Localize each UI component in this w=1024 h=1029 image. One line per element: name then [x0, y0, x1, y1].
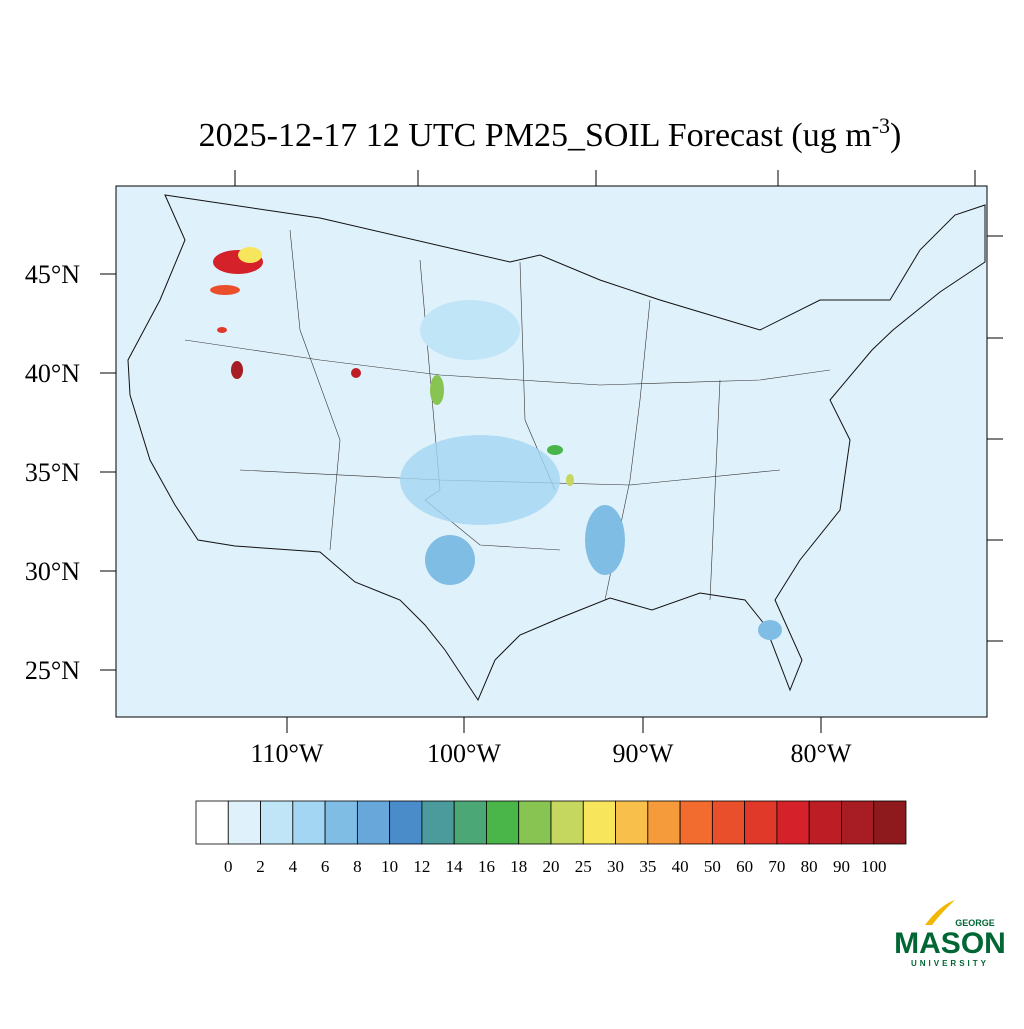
colorbar-box — [647, 800, 681, 845]
colorbar-label: 14 — [446, 857, 464, 876]
colorbar-box — [292, 800, 326, 845]
colorbar-label: 50 — [704, 857, 721, 876]
colorbar-box — [260, 800, 294, 845]
colorbar-box — [776, 800, 810, 845]
lat-label: 25°N — [25, 656, 80, 685]
colorbar-label: 25 — [575, 857, 592, 876]
lon-label: 100°W — [427, 739, 501, 768]
colorbar-label: 20 — [543, 857, 560, 876]
colorbar-box — [227, 800, 261, 845]
logo-main: MASON — [894, 927, 1006, 960]
colorbar-box — [615, 800, 649, 845]
colorbar-label: 40 — [672, 857, 689, 876]
colorbar-box — [324, 800, 358, 845]
lon-label: 110°W — [251, 739, 324, 768]
colorbar-label: 100 — [861, 857, 887, 876]
colorbar-label: 6 — [321, 857, 330, 876]
colorbar-box — [356, 800, 391, 845]
map-ticks — [100, 170, 1003, 733]
lat-label: 35°N — [25, 458, 80, 487]
colorbar-box — [744, 800, 778, 845]
colorbar-box — [421, 800, 455, 845]
logo-bottom: UNIVERSITY — [911, 959, 989, 968]
colorbar-label: 35 — [639, 857, 656, 876]
colorbar-label: 80 — [801, 857, 818, 876]
colorbar-box — [582, 800, 616, 845]
title-superscript: -3 — [872, 113, 890, 138]
lat-label: 40°N — [25, 359, 80, 388]
colorbar-box — [486, 800, 520, 845]
colorbar-label: 0 — [224, 857, 233, 876]
colorbar-label: 2 — [256, 857, 265, 876]
colorbar-box — [389, 800, 423, 845]
colorbar-label: 12 — [413, 857, 430, 876]
colorbar-label: 30 — [607, 857, 624, 876]
concentration-areas — [210, 247, 782, 640]
title-main: 2025-12-17 12 UTC PM25_SOIL Forecast (ug… — [199, 117, 872, 154]
colorbar-box — [679, 800, 713, 845]
logo-top: GEORGE — [955, 918, 995, 928]
colorbar: 0 2 4 6 8 10 12 14 16 18 20 25 30 35 40 50 60 70 80 90 100 — [195, 800, 907, 876]
colorbar-label: 90 — [833, 857, 850, 876]
colorbar-label: 8 — [353, 857, 362, 876]
colorbar-box — [873, 800, 907, 845]
logo: GEORGE MASON UNIVERSITY — [894, 900, 1006, 968]
lat-label: 30°N — [25, 557, 80, 586]
colorbar-label: 18 — [510, 857, 527, 876]
colorbar-label: 10 — [381, 857, 398, 876]
colorbar-label: 16 — [478, 857, 495, 876]
map: 45°N 40°N 35°N 30°N 25°N 110°W 100°W 90°W 80°W — [25, 170, 1003, 768]
colorbar-label: 70 — [768, 857, 785, 876]
title: 2025-12-17 12 UTC PM25_SOIL Forecast (ug… — [199, 113, 902, 154]
colorbar-box — [453, 800, 487, 845]
lon-label: 80°W — [791, 739, 852, 768]
colorbar-box — [195, 800, 229, 845]
us-outline — [127, 194, 986, 702]
lat-label: 45°N — [25, 260, 80, 289]
colorbar-box — [808, 800, 842, 845]
colorbar-label: 4 — [289, 857, 298, 876]
colorbar-box — [711, 800, 746, 845]
colorbar-box — [841, 800, 875, 845]
colorbar-box — [550, 800, 584, 845]
colorbar-box — [518, 800, 552, 845]
lon-label: 90°W — [613, 739, 674, 768]
title-suffix: ) — [890, 117, 901, 154]
colorbar-label: 60 — [736, 857, 753, 876]
